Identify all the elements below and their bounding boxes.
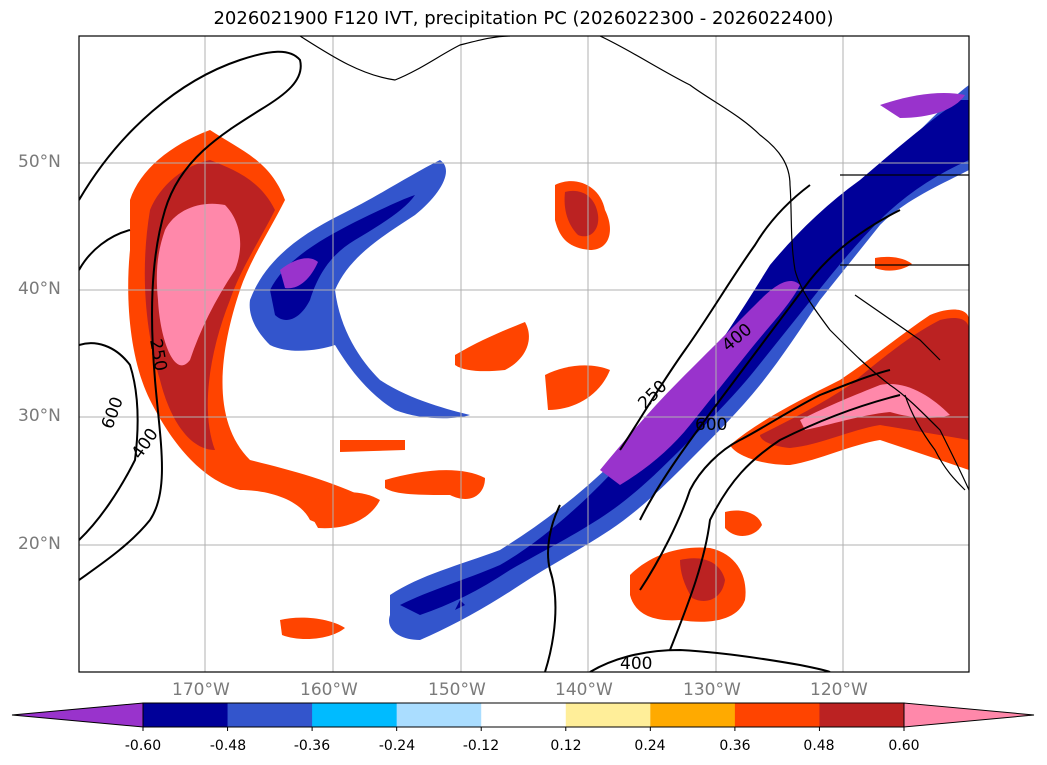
lon-label-120w: 120°W — [810, 680, 868, 700]
lat-label-20n: 20°N — [18, 534, 61, 554]
colorbar-extend-high — [903, 702, 1035, 728]
precip-field — [128, 85, 969, 640]
lon-label-170w: 170°W — [172, 680, 230, 700]
colorbar-swatch — [396, 703, 482, 727]
colorbar-swatch — [565, 703, 651, 727]
contour-label: 400 — [620, 654, 652, 674]
colorbar-tick: 0.12 — [550, 738, 582, 754]
colorbar-swatch — [143, 703, 229, 727]
map-frame — [78, 35, 970, 673]
lat-label-30n: 30°N — [18, 406, 61, 426]
colorbar-tick: -0.60 — [124, 738, 162, 754]
grid-lines — [79, 36, 969, 672]
lon-label-160w: 160°W — [300, 680, 358, 700]
lat-label-40n: 40°N — [18, 279, 61, 299]
colorbar-swatch — [650, 703, 736, 727]
colorbar-tick: 0.24 — [634, 738, 666, 754]
colorbar-tick: -0.36 — [293, 738, 331, 754]
lon-label-150w: 150°W — [428, 680, 486, 700]
lat-label-50n: 50°N — [18, 152, 61, 172]
colorbar-tick: -0.48 — [209, 738, 247, 754]
colorbar-tick: 0.48 — [803, 738, 835, 754]
lon-label-130w: 130°W — [683, 680, 741, 700]
colorbar-swatch — [819, 703, 905, 727]
colorbar-tick: 0.36 — [719, 738, 751, 754]
contour-label: 600 — [695, 415, 727, 435]
colorbar-tick: -0.24 — [378, 738, 416, 754]
colorbar-tick: 0.60 — [888, 738, 920, 754]
colorbar-extend-low — [11, 702, 144, 728]
coastlines — [299, 36, 969, 491]
lon-label-140w: 140°W — [555, 680, 613, 700]
colorbar-swatch — [481, 703, 567, 727]
colorbar-swatch — [312, 703, 398, 727]
colorbar-swatch — [227, 703, 313, 727]
map-title: 2026021900 F120 IVT, precipitation PC (2… — [213, 8, 834, 29]
colorbar-tick: -0.12 — [462, 738, 500, 754]
colorbar-swatch — [734, 703, 820, 727]
ivt-contours — [79, 50, 901, 672]
